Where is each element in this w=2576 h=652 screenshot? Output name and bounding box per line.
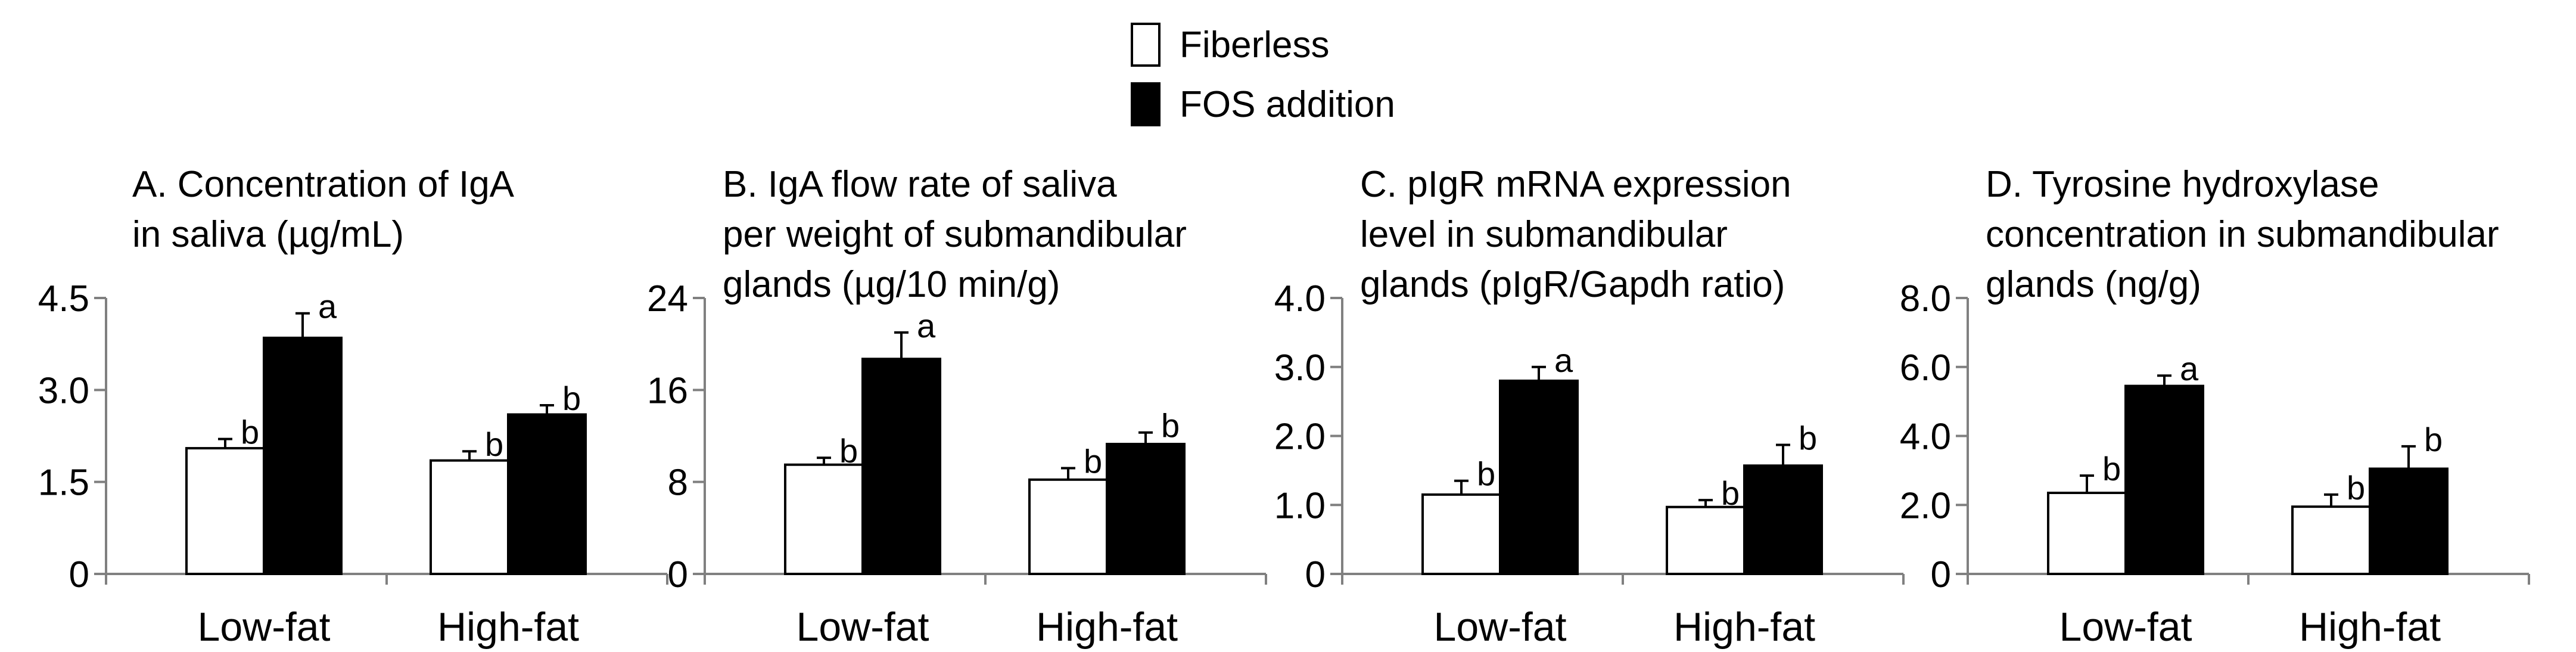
significance-label: a	[318, 288, 337, 325]
x-category-label: Low-fat	[797, 604, 929, 650]
chart-panels: A. Concentration of IgA in saliva (µg/mL)…	[38, 164, 2530, 650]
y-tick-label: 4.5	[38, 278, 89, 319]
bar-high-fat-fos	[1106, 443, 1186, 575]
significance-label: b	[2424, 421, 2443, 458]
y-tick-label: 0	[668, 554, 688, 595]
y-tick-label: 16	[647, 370, 688, 411]
y-tick-label: 8.0	[1900, 278, 1951, 319]
y-tick-label: 4.0	[1900, 417, 1951, 458]
bar-high-fat-fiberless	[2291, 505, 2371, 575]
y-tick-label: 0	[1305, 554, 1326, 595]
bar-high-fat-fiberless	[1666, 505, 1746, 575]
y-tick-label: 0	[1931, 554, 1951, 595]
y-tick-label: 4.0	[1274, 278, 1326, 319]
significance-label: a	[2180, 350, 2199, 387]
significance-label: a	[917, 307, 936, 344]
panel-d: D. Tyrosine hydroxylase concentration in …	[1900, 164, 2530, 650]
legend-label-fiberless: Fiberless	[1180, 24, 1330, 66]
significance-label: b	[1084, 443, 1102, 480]
y-tick-label: 8	[668, 462, 688, 504]
panel-b: B. IgA flow rate of saliva per weight of …	[647, 164, 1267, 650]
significance-label: b	[1477, 455, 1495, 493]
bar-high-fat-fos	[2369, 467, 2449, 576]
panel-title-line: per weight of submandibular	[723, 214, 1187, 255]
significance-label: b	[1161, 407, 1180, 445]
significance-label: b	[1721, 474, 1740, 512]
panel-title-line: glands (µg/10 min/g)	[723, 264, 1060, 305]
y-tick-label: 3.0	[1274, 347, 1326, 389]
bar-low-fat-fiberless	[2047, 491, 2127, 576]
bar-high-fat-fiberless	[430, 459, 509, 576]
bar-low-fat-fos	[1499, 379, 1579, 576]
x-category-label: Low-fat	[2059, 604, 2192, 650]
significance-label: b	[485, 426, 503, 463]
panel-a: A. Concentration of IgA in saliva (µg/mL)…	[38, 164, 668, 650]
bar-low-fat-fos	[2124, 384, 2204, 575]
legend-swatch-fiberless	[1131, 23, 1161, 67]
significance-label: b	[839, 432, 858, 470]
significance-label: b	[2347, 469, 2365, 507]
x-category-label: High-fat	[2299, 604, 2441, 650]
x-category-label: Low-fat	[198, 604, 331, 650]
bar-low-fat-fiberless	[784, 463, 864, 576]
bar-high-fat-fos	[1743, 464, 1823, 576]
significance-label: a	[1554, 341, 1573, 379]
panel-c: C. pIgR mRNA expression level in submandi…	[1274, 164, 1905, 650]
y-tick-label: 2.0	[1900, 485, 1951, 526]
bar-low-fat-fiberless	[1421, 493, 1501, 576]
panel-title-line: in saliva (µg/mL)	[132, 214, 404, 255]
panel-title-line: B. IgA flow rate of saliva	[723, 164, 1117, 205]
x-category-label: High-fat	[1673, 604, 1815, 650]
x-category-label: High-fat	[1036, 604, 1178, 650]
x-category-label: High-fat	[437, 604, 579, 650]
panel-title-line: C. pIgR mRNA expression	[1360, 164, 1791, 205]
significance-label: b	[562, 380, 581, 417]
legend-swatch-fos-addition	[1131, 82, 1161, 126]
significance-label: b	[2102, 450, 2121, 488]
y-tick-label: 6.0	[1900, 347, 1951, 389]
panel-title-line: glands (pIgR/Gapdh ratio)	[1360, 264, 1785, 305]
panel-title-line: A. Concentration of IgA	[132, 164, 515, 205]
y-tick-label: 0	[69, 554, 89, 595]
y-tick-label: 2.0	[1274, 417, 1326, 458]
significance-label: b	[1799, 420, 1817, 457]
x-category-label: Low-fat	[1434, 604, 1567, 650]
y-tick-label: 24	[647, 278, 688, 319]
panel-title-line: level in submandibular	[1360, 214, 1728, 255]
bar-high-fat-fiberless	[1028, 478, 1108, 576]
significance-label: b	[241, 414, 259, 451]
y-tick-label: 1.0	[1274, 485, 1326, 526]
bar-high-fat-fos	[507, 413, 587, 575]
y-tick-label: 3.0	[38, 370, 89, 411]
y-tick-label: 1.5	[38, 462, 89, 504]
bar-low-fat-fos	[861, 358, 941, 576]
legend: Fiberless FOS addition	[1131, 23, 1395, 126]
bar-low-fat-fiberless	[185, 447, 265, 575]
panel-title-line: D. Tyrosine hydroxylase	[1986, 164, 2379, 205]
bar-low-fat-fos	[263, 336, 343, 576]
panel-title-line: glands (ng/g)	[1986, 264, 2201, 305]
legend-label-fos-addition: FOS addition	[1180, 84, 1395, 125]
panel-title-line: concentration in submandibular	[1986, 214, 2499, 255]
